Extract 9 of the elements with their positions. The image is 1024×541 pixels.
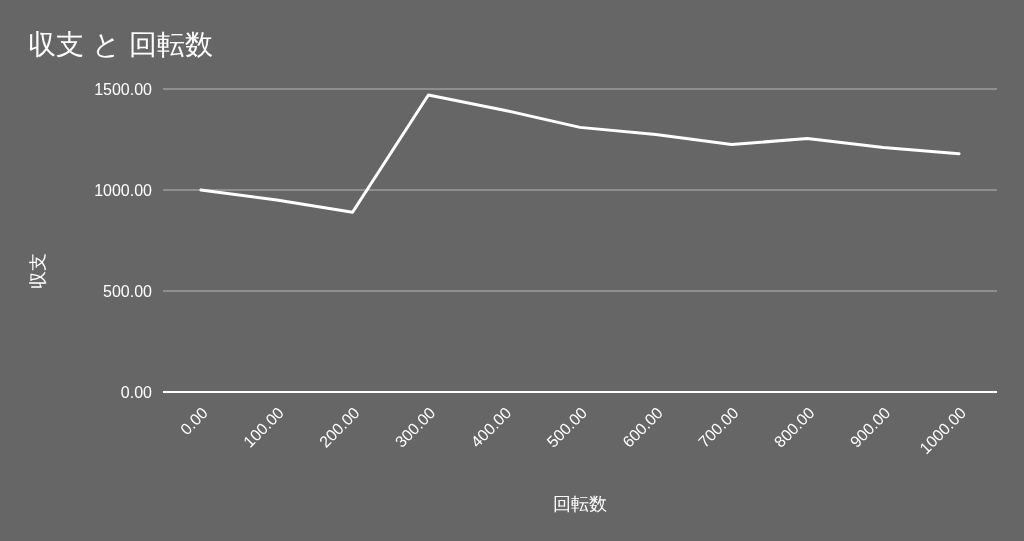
x-tick-label: 0.00: [176, 404, 212, 439]
x-axis-title: 回転数: [553, 494, 607, 514]
chart-title: 収支 と 回転数: [28, 29, 213, 60]
y-tick-label: 1500.00: [94, 81, 153, 98]
y-tick-label: 1000.00: [94, 182, 153, 199]
line-series: [199, 93, 961, 214]
y-tick-label: 500.00: [103, 283, 153, 300]
y-axis-title: 収支: [28, 252, 48, 289]
y-tick-label: 0.00: [120, 384, 153, 401]
